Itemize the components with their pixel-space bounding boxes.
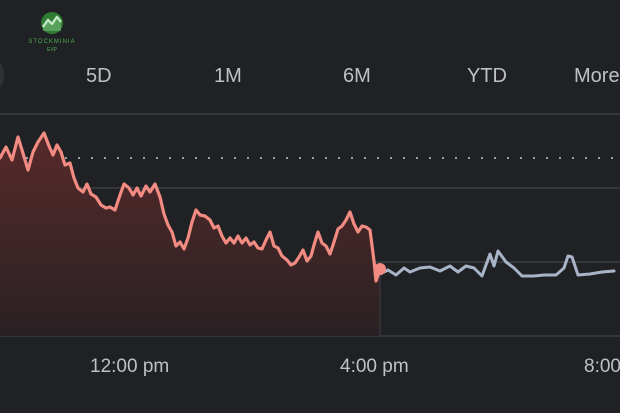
tab-1m[interactable]: 1M <box>214 65 242 87</box>
tab-6m[interactable]: 6M <box>343 65 371 87</box>
logo-subtitle: EXP <box>46 47 57 53</box>
tab-ytd[interactable]: YTD <box>467 65 507 87</box>
x-tick-label-400pm: 4:00 pm <box>340 356 409 377</box>
x-tick-label-800: 8:00 <box>584 356 620 377</box>
tab-5d[interactable]: 5D <box>86 65 112 87</box>
current-price-marker[interactable] <box>374 263 386 275</box>
logo-title: STOCKMINIA <box>28 39 76 45</box>
stockminia-logo: STOCKMINIA EXP <box>19 10 85 56</box>
logo-mark-icon <box>41 12 63 34</box>
x-tick-label-1200pm: 12:00 pm <box>90 356 170 377</box>
selected-tab-pill[interactable] <box>0 55 4 95</box>
tab-more[interactable]: More <box>574 65 620 87</box>
regular-session-line <box>0 131 382 283</box>
after-hours-line <box>378 249 616 278</box>
time-range-tabs: 5D 1M 6M YTD More <box>0 22 620 95</box>
